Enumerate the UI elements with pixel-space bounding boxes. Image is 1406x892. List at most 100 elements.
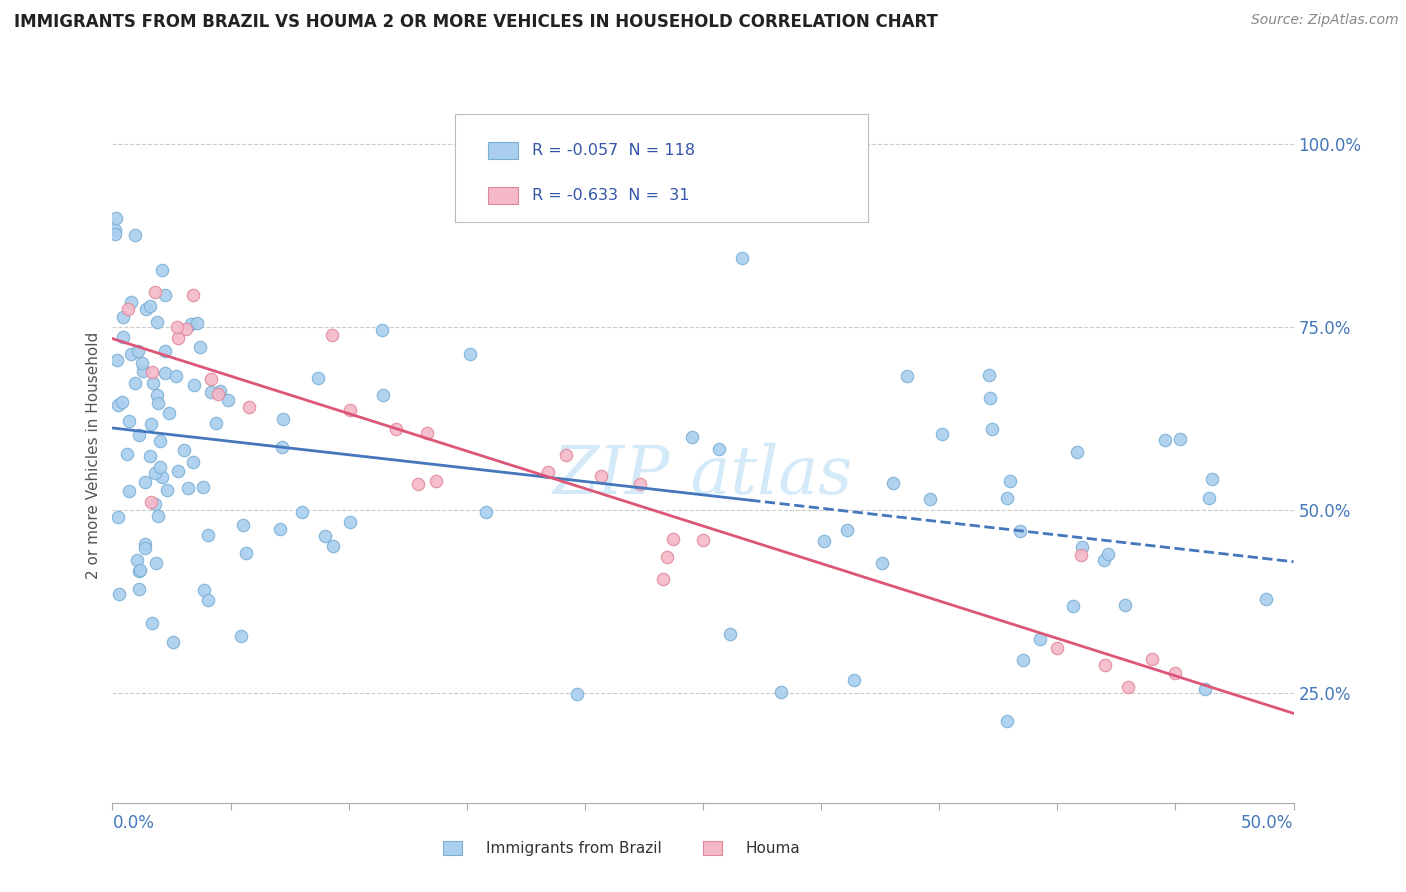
Point	[718, 626, 741, 640]
Point	[1070, 549, 1092, 563]
Point	[408, 476, 430, 491]
FancyBboxPatch shape	[488, 187, 517, 204]
Point	[371, 388, 394, 402]
Point	[1071, 540, 1094, 554]
FancyBboxPatch shape	[703, 841, 721, 855]
Point	[177, 481, 200, 495]
Point	[235, 546, 257, 560]
Point	[127, 344, 149, 359]
Point	[307, 371, 329, 385]
Point	[842, 673, 865, 688]
Point	[322, 539, 344, 553]
Point	[141, 417, 163, 432]
Point	[181, 287, 204, 301]
Point	[105, 211, 128, 225]
Point	[143, 467, 166, 481]
Point	[208, 384, 231, 399]
Text: Houma: Houma	[745, 840, 800, 855]
Point	[474, 504, 496, 518]
Point	[131, 356, 153, 370]
Point	[1094, 658, 1116, 673]
FancyBboxPatch shape	[456, 114, 869, 222]
Point	[231, 629, 253, 643]
Point	[146, 388, 169, 402]
Point	[181, 454, 204, 468]
Point	[1097, 547, 1119, 561]
Point	[425, 474, 447, 488]
Point	[628, 477, 651, 491]
Point	[1140, 652, 1163, 666]
Point	[1062, 599, 1084, 613]
Point	[148, 396, 170, 410]
Point	[105, 353, 128, 368]
Text: Immigrants from Brazil: Immigrants from Brazil	[485, 840, 661, 855]
Point	[166, 320, 188, 334]
Point	[200, 372, 222, 386]
Point	[339, 403, 361, 417]
Point	[139, 299, 162, 313]
Point	[104, 223, 127, 237]
Point	[145, 314, 167, 328]
Point	[662, 532, 685, 546]
Point	[205, 416, 228, 430]
Point	[134, 475, 156, 490]
Point	[111, 330, 134, 344]
Point	[652, 572, 675, 586]
Point	[157, 406, 180, 420]
Point	[707, 442, 730, 457]
Point	[567, 687, 589, 701]
Point	[1114, 598, 1136, 612]
Point	[731, 251, 754, 265]
Point	[1170, 432, 1192, 446]
Text: R = -0.633  N =  31: R = -0.633 N = 31	[531, 188, 689, 203]
Point	[238, 401, 260, 415]
Point	[108, 586, 131, 600]
FancyBboxPatch shape	[443, 841, 463, 855]
Point	[150, 263, 173, 277]
Point	[200, 384, 222, 399]
Point	[120, 347, 142, 361]
Point	[173, 443, 195, 458]
Point	[837, 523, 859, 537]
Point	[128, 565, 150, 579]
Point	[153, 367, 176, 381]
Point	[460, 347, 482, 361]
Point	[107, 398, 129, 412]
Point	[1254, 592, 1277, 607]
Point	[981, 422, 1004, 436]
Point	[589, 469, 612, 483]
Point	[371, 323, 394, 337]
Point	[146, 508, 169, 523]
Point	[536, 465, 558, 479]
Point	[321, 327, 343, 342]
Point	[104, 227, 127, 241]
Point	[1201, 472, 1223, 486]
Point	[183, 377, 205, 392]
Point	[1198, 491, 1220, 505]
Point	[1194, 681, 1216, 696]
Point	[145, 556, 167, 570]
Point	[115, 447, 138, 461]
Point	[124, 228, 146, 243]
Point	[1094, 553, 1116, 567]
Y-axis label: 2 or more Vehicles in Household: 2 or more Vehicles in Household	[86, 331, 101, 579]
Point	[153, 287, 176, 301]
Text: R = -0.057  N = 118: R = -0.057 N = 118	[531, 143, 695, 158]
Point	[692, 533, 714, 548]
Point	[167, 331, 190, 345]
Text: 50.0%: 50.0%	[1241, 814, 1294, 831]
Point	[125, 553, 148, 567]
Point	[124, 376, 146, 391]
Point	[180, 317, 202, 331]
Point	[1012, 653, 1035, 667]
Point	[291, 505, 314, 519]
Point	[153, 343, 176, 358]
Point	[107, 510, 129, 524]
Point	[896, 368, 918, 383]
Text: 0.0%: 0.0%	[112, 814, 155, 831]
Text: Source: ZipAtlas.com: Source: ZipAtlas.com	[1251, 13, 1399, 28]
Point	[111, 310, 134, 325]
Point	[166, 464, 188, 478]
Point	[995, 714, 1018, 728]
Point	[882, 476, 904, 491]
